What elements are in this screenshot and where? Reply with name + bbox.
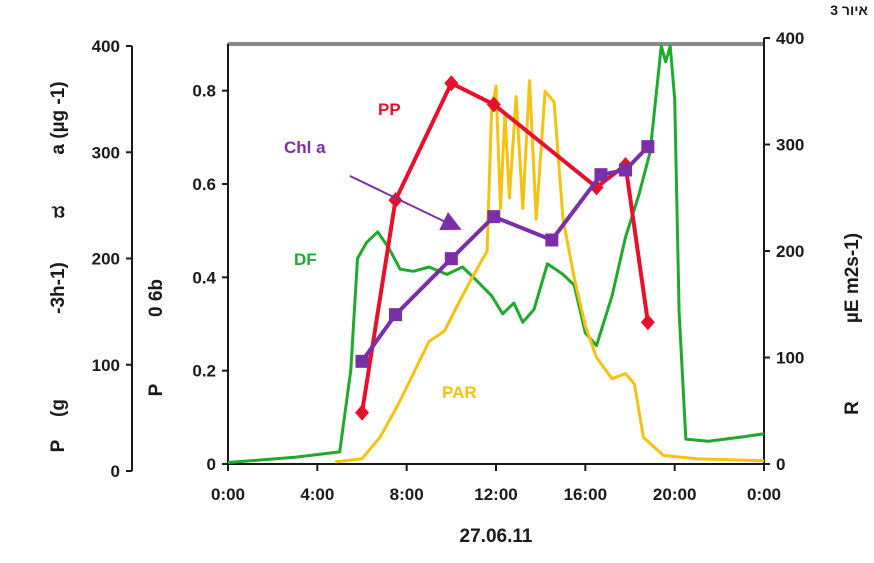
x-tick-label: 4:00	[300, 485, 334, 504]
x-tick-label: 8:00	[390, 485, 424, 504]
series-point-chl-a	[594, 168, 608, 182]
series-point-pp	[640, 314, 655, 331]
series-point-chl-a	[619, 163, 633, 177]
left-outer-tick-label: 300	[92, 143, 120, 162]
series-point-chl-a	[355, 354, 369, 368]
left-inner-tick-label: 0.4	[192, 268, 216, 287]
x-tick-label: 16:00	[564, 485, 607, 504]
left-outer-axis-label-glyph: ದ	[48, 206, 69, 218]
left-outer-axis-label-a: a (µg -1)	[48, 81, 69, 154]
left-outer-axis-label-p: P	[48, 439, 69, 452]
left-outer-tick-label: 100	[92, 356, 120, 375]
right-axis-label-ue: µE m2s-1)	[842, 233, 863, 323]
left-outer-tick-label: 0	[111, 462, 120, 481]
left-inner-tick-label: 0.6	[192, 175, 216, 194]
right-axis-label-r: R	[842, 401, 863, 415]
series-label-chl-a: Chl a	[284, 138, 326, 157]
series-label-pp: PP	[378, 100, 401, 119]
x-tick-label: 0:00	[211, 485, 245, 504]
left-outer-axis-label-g: (g	[48, 399, 69, 417]
right-tick-label: 100	[776, 349, 804, 368]
series-point-pp	[355, 404, 369, 421]
left-outer-tick-label: 200	[92, 250, 120, 269]
right-axis-ticks: 0 100 200 300 400	[764, 29, 804, 474]
left-outer-axis-label-h: -3h-1)	[48, 262, 69, 314]
left-inner-tick-label: 0.8	[192, 82, 216, 101]
left-inner-axis-label-p: P	[146, 383, 167, 396]
series-layer	[227, 44, 765, 464]
series-point-chl-a	[487, 210, 501, 224]
left-inner-axis-ticks: 0 0.2 0.4 0.6 0.8	[192, 82, 228, 474]
left-inner-tick-label: 0.2	[192, 362, 216, 381]
x-tick-label: 12:00	[474, 485, 517, 504]
series-line-par	[335, 79, 765, 464]
x-tick-label: 20:00	[653, 485, 696, 504]
series-line-df	[227, 44, 765, 464]
x-axis-ticks: 0:00 4:00 8:00 12:00 16:00 20:00 0:00	[211, 464, 781, 504]
series-point-chl-a	[444, 252, 458, 266]
series-point-chl-a	[545, 233, 559, 247]
left-outer-tick-label: 400	[92, 37, 120, 56]
left-inner-tick-label: 0	[207, 455, 216, 474]
left-outer-axis-ticks: 0 100 200 300 400	[92, 37, 132, 481]
figure-number-label: איור 3	[830, 2, 868, 18]
series-label-df: DF	[294, 250, 317, 269]
series-point-chl-a	[389, 308, 402, 322]
chl-a-annotation-arrow	[349, 175, 462, 231]
series-point-pp	[486, 96, 501, 113]
right-tick-label: 200	[776, 242, 804, 261]
left-inner-axis-label-b: 0 6b	[146, 279, 167, 317]
x-tick-label: 0:00	[747, 485, 781, 504]
right-tick-label: 300	[776, 136, 804, 155]
x-axis-label: 27.06.11	[460, 526, 533, 547]
series-point-chl-a	[641, 140, 655, 154]
right-tick-label: 400	[776, 29, 804, 48]
right-tick-label: 0	[776, 455, 785, 474]
series-point-pp	[444, 75, 459, 92]
series-label-par: PAR	[442, 383, 477, 402]
